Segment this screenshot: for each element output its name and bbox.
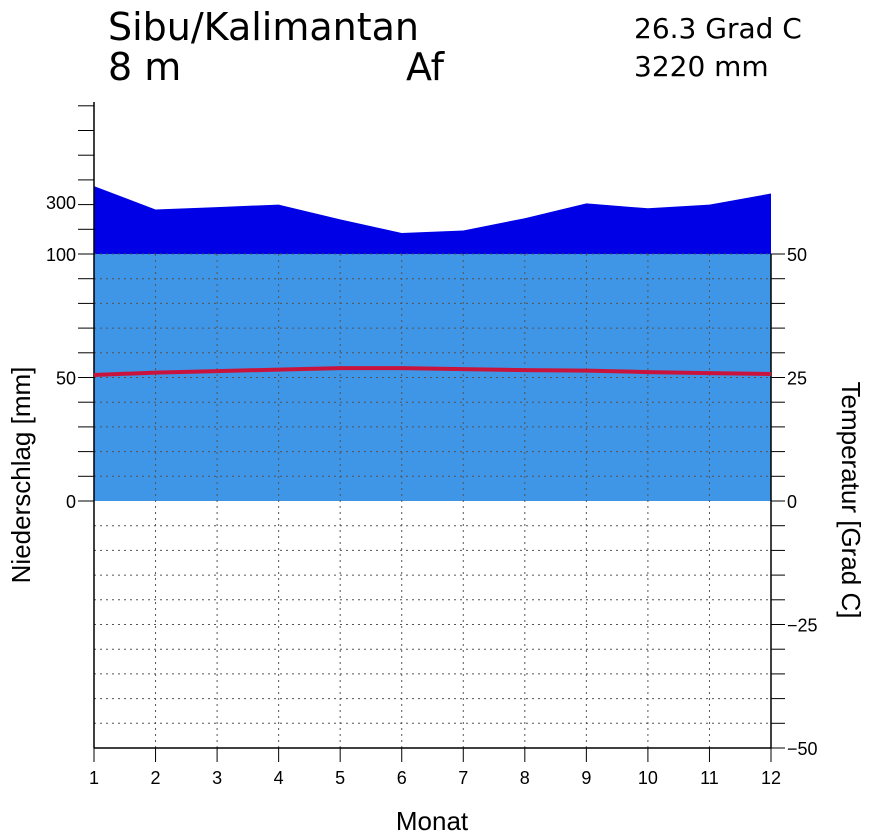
right-tick-label: −50 [787, 739, 818, 759]
annual-precipitation: 3220 mm [634, 50, 769, 83]
x-tick-label: 5 [335, 768, 345, 788]
x-tick-label: 2 [151, 768, 161, 788]
x-tick-label: 10 [638, 768, 658, 788]
right-axis-title: Temperatur [Grad C] [836, 382, 866, 619]
temperature-line [93, 366, 772, 377]
left-tick-label: 100 [46, 245, 76, 265]
x-tick-label: 9 [581, 768, 591, 788]
left-tick-label: 300 [46, 193, 76, 213]
x-tick-label: 8 [520, 768, 530, 788]
right-tick-label: −25 [787, 616, 818, 636]
left-tick-label: 50 [56, 369, 76, 389]
mean-temperature: 26.3 Grad C [634, 12, 802, 45]
x-tick-label: 4 [274, 768, 284, 788]
humid-area [94, 254, 771, 501]
right-tick-label: 50 [787, 245, 807, 265]
right-tick-label: 0 [787, 492, 797, 512]
station-elevation: 8 m [108, 45, 181, 89]
x-tick-label: 7 [458, 768, 468, 788]
x-tick-label: 12 [761, 768, 781, 788]
x-tick-label: 6 [397, 768, 407, 788]
perhumid-area [94, 186, 771, 254]
climate-class: Af [406, 45, 446, 89]
x-tick-label: 1 [89, 768, 99, 788]
left-axis-title: Niederschlag [mm] [6, 367, 36, 584]
x-axis-title: Monat [396, 806, 469, 836]
x-tick-label: 11 [700, 768, 719, 788]
x-tick-label: 3 [212, 768, 222, 788]
left-tick-label: 0 [66, 492, 76, 512]
station-name: Sibu/Kalimantan [108, 5, 419, 49]
right-tick-label: 25 [787, 369, 807, 389]
